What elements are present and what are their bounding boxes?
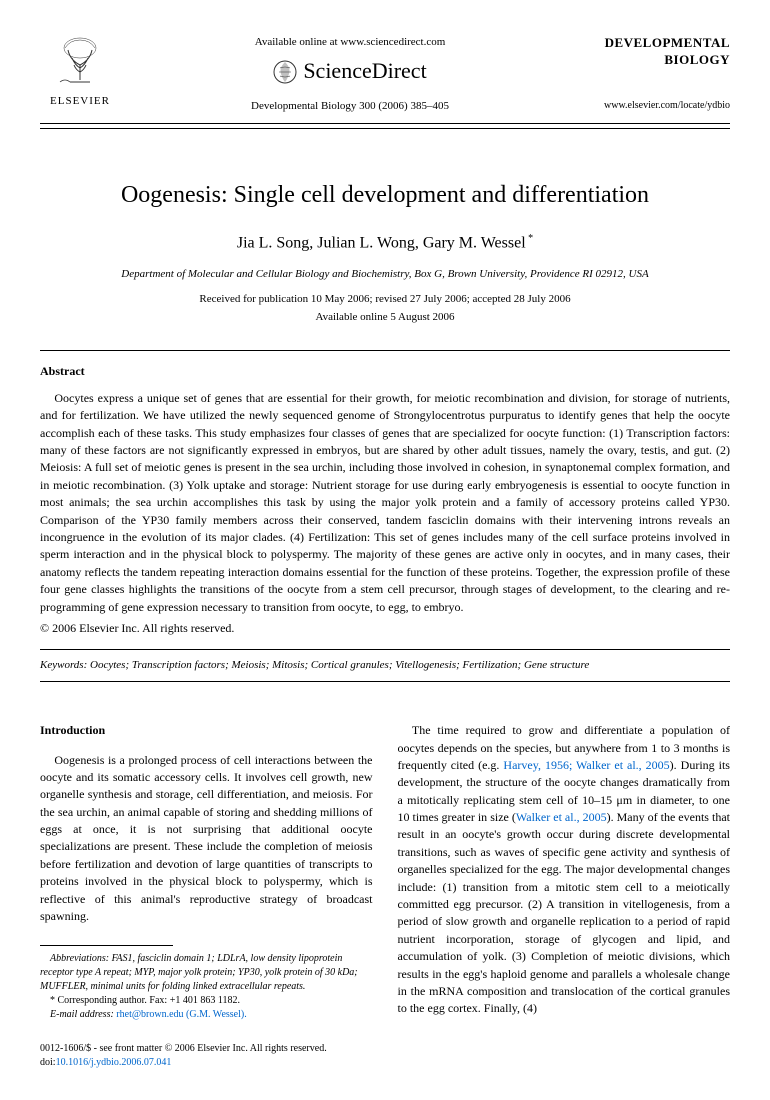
keywords-label: Keywords:	[40, 659, 87, 671]
corresponding-footnote: * Corresponding author. Fax: +1 401 863 …	[40, 994, 373, 1008]
intro-left-paragraph: Oogenesis is a prolonged process of cell…	[40, 752, 373, 926]
footnote-divider	[40, 945, 173, 946]
citation-link-1[interactable]: Harvey, 1956; Walker et al., 2005	[503, 758, 669, 772]
publisher-block: ELSEVIER	[40, 30, 120, 109]
article-title: Oogenesis: Single cell development and d…	[40, 179, 730, 213]
sciencedirect-text: ScienceDirect	[303, 56, 426, 87]
keywords-text: Oocytes; Transcription factors; Meiosis;…	[87, 659, 589, 671]
corresponding-asterisk: *	[526, 233, 534, 244]
doi-link[interactable]: 10.1016/j.ydbio.2006.07.041	[56, 1057, 172, 1068]
journal-reference: Developmental Biology 300 (2006) 385–405	[120, 99, 580, 114]
body-columns: Introduction Oogenesis is a prolonged pr…	[40, 722, 730, 1022]
page-header: ELSEVIER Available online at www.science…	[40, 30, 730, 124]
available-online-text: Available online at www.sciencedirect.co…	[120, 35, 580, 50]
left-column: Introduction Oogenesis is a prolonged pr…	[40, 722, 373, 1022]
right-column: The time required to grow and differenti…	[398, 722, 731, 1022]
email-link[interactable]: rhet@brown.edu (G.M. Wessel).	[114, 1009, 247, 1020]
keywords-block: Keywords: Oocytes; Transcription factors…	[40, 649, 730, 682]
abbreviations-footnote: Abbreviations: FAS1, fasciclin domain 1;…	[40, 952, 373, 994]
sciencedirect-brand: ScienceDirect	[120, 56, 580, 87]
introduction-heading: Introduction	[40, 722, 373, 739]
sciencedirect-icon	[273, 60, 297, 84]
article-affiliation: Department of Molecular and Cellular Bio…	[40, 267, 730, 282]
journal-name: DEVELOPMENTAL BIOLOGY	[580, 35, 730, 69]
elsevier-tree-icon	[50, 30, 110, 90]
footer-line-1: 0012-1606/$ - see front matter © 2006 El…	[40, 1042, 730, 1056]
header-right: DEVELOPMENTAL BIOLOGY www.elsevier.com/l…	[580, 30, 730, 113]
abstract-text: Oocytes express a unique set of genes th…	[40, 390, 730, 616]
article-dates-2: Available online 5 August 2006	[40, 310, 730, 325]
abstract-copyright: © 2006 Elsevier Inc. All rights reserved…	[40, 620, 730, 637]
citation-link-2[interactable]: Walker et al., 2005	[516, 810, 607, 824]
article-dates-1: Received for publication 10 May 2006; re…	[40, 292, 730, 307]
journal-url: www.elsevier.com/locate/ydbio	[580, 99, 730, 113]
page-footer: 0012-1606/$ - see front matter © 2006 El…	[40, 1042, 730, 1070]
abstract-heading: Abstract	[40, 363, 730, 380]
publisher-name: ELSEVIER	[50, 94, 110, 109]
email-footnote: E-mail address: rhet@brown.edu (G.M. Wes…	[40, 1008, 373, 1022]
header-center: Available online at www.sciencedirect.co…	[120, 30, 580, 115]
footer-doi: doi:10.1016/j.ydbio.2006.07.041	[40, 1056, 730, 1070]
intro-right-paragraph: The time required to grow and differenti…	[398, 722, 731, 1018]
article-authors: Jia L. Song, Julian L. Wong, Gary M. Wes…	[40, 232, 730, 255]
